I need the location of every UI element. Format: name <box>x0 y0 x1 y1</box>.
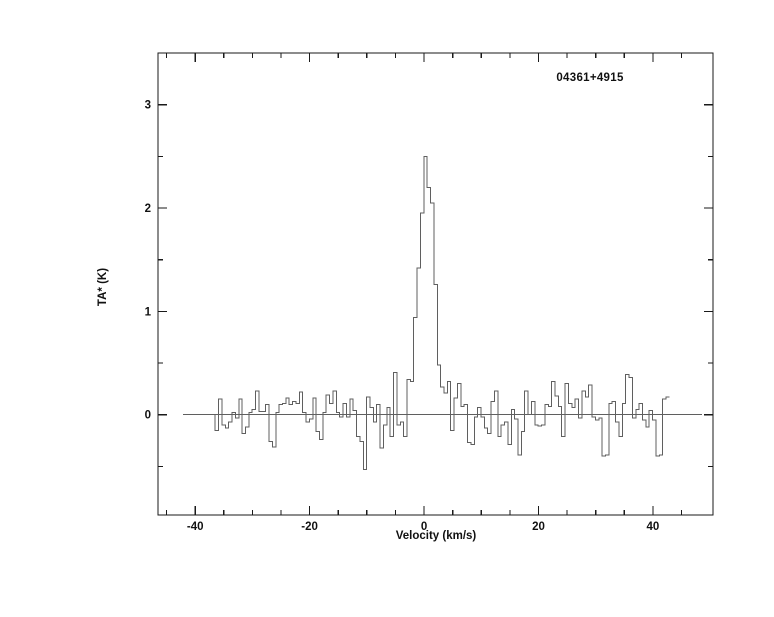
y-axis-label: TA* (K) <box>97 268 109 306</box>
x-tick-label: 20 <box>532 521 545 533</box>
y-tick-label: 0 <box>145 410 151 422</box>
x-axis-tick-labels: -40 -20 0 20 40 <box>187 521 659 533</box>
plot-frame <box>157 52 714 516</box>
y-tick-label: 3 <box>145 100 151 112</box>
y-tick-label: 1 <box>145 306 152 318</box>
x-tick-label: 40 <box>647 521 660 533</box>
y-tick-label: 2 <box>145 203 151 215</box>
x-axis-label: Velocity (km/s) <box>396 530 477 542</box>
spectrum-trace <box>214 155 670 471</box>
source-label: 04361+4915 <box>556 72 624 84</box>
axis-ticks <box>158 53 713 515</box>
y-axis-tick-labels: 0 1 2 3 <box>145 100 152 422</box>
x-tick-label: -40 <box>187 521 204 533</box>
x-tick-label: 0 <box>421 521 427 533</box>
x-tick-label: -20 <box>301 521 318 533</box>
